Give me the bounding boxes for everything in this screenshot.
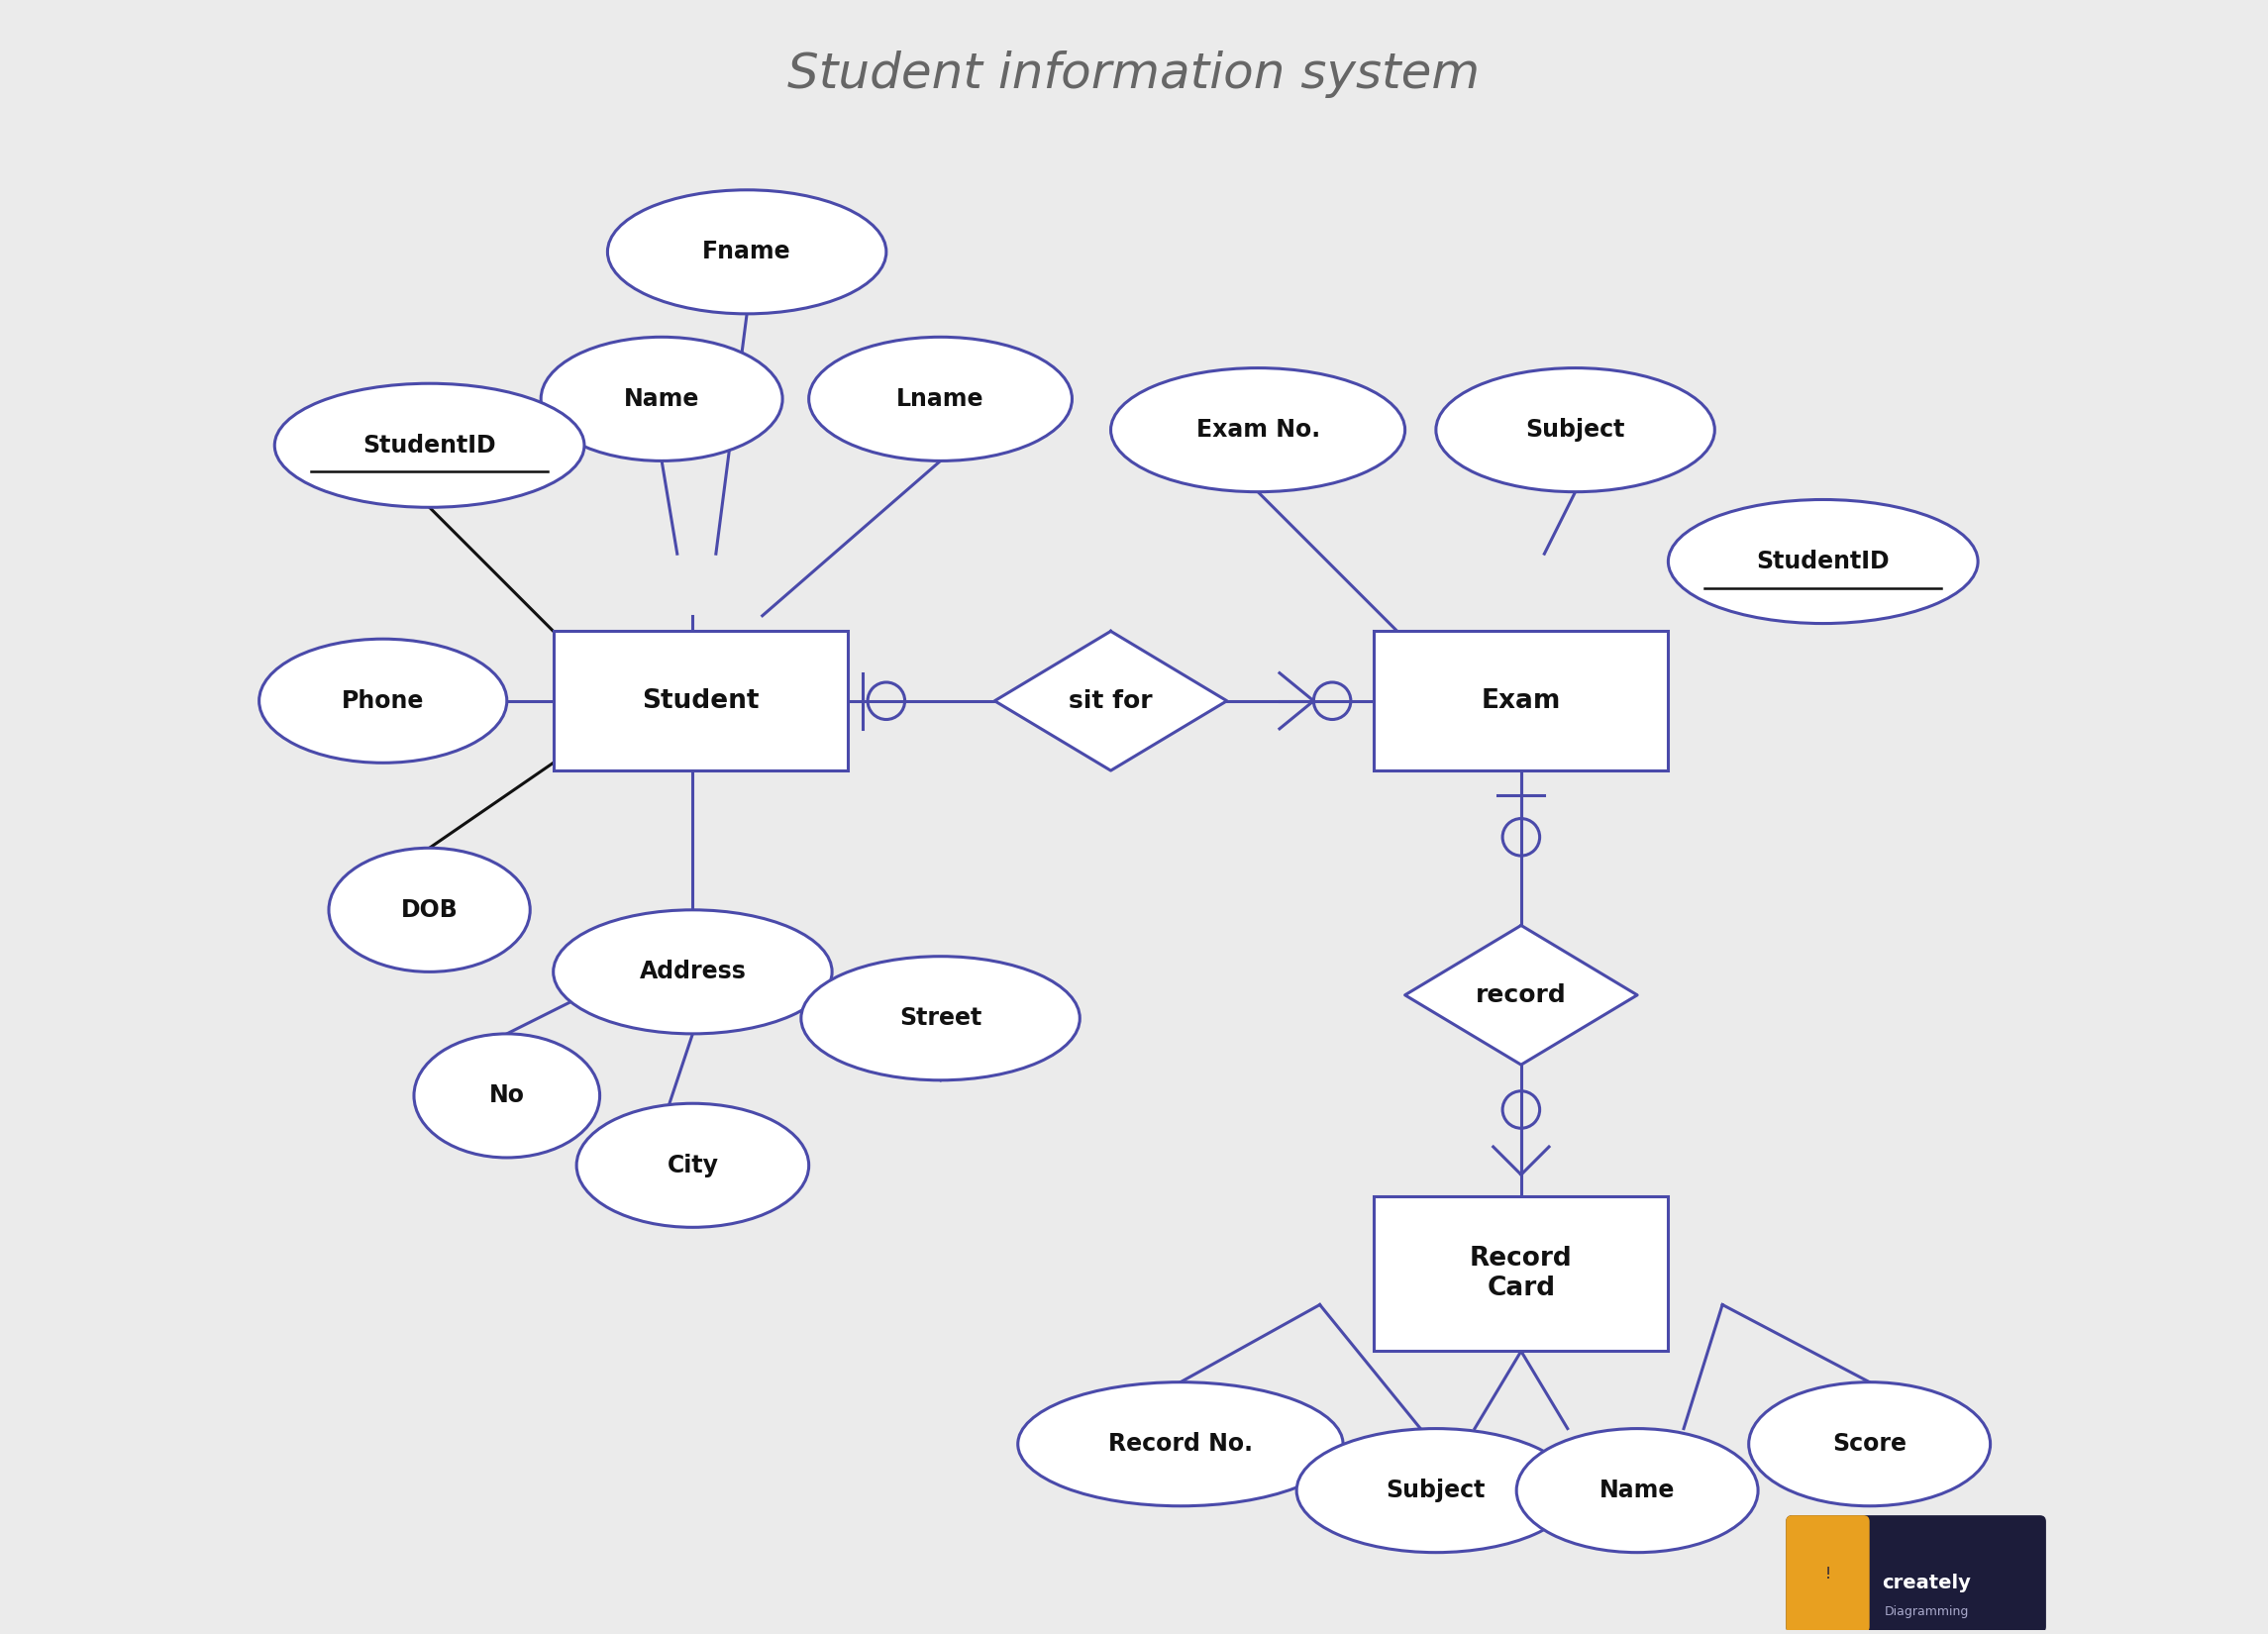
Text: sit for: sit for bbox=[1068, 690, 1152, 712]
Text: Exam: Exam bbox=[1481, 688, 1560, 714]
Text: !: ! bbox=[1826, 1567, 1830, 1582]
Ellipse shape bbox=[1297, 1428, 1576, 1552]
Ellipse shape bbox=[1436, 368, 1715, 492]
Ellipse shape bbox=[415, 1034, 599, 1157]
Ellipse shape bbox=[1669, 500, 1978, 624]
Ellipse shape bbox=[1018, 1382, 1343, 1507]
Ellipse shape bbox=[576, 1103, 810, 1227]
Ellipse shape bbox=[274, 384, 585, 507]
Ellipse shape bbox=[542, 337, 782, 461]
Bar bbox=[553, 631, 848, 771]
Text: Score: Score bbox=[1833, 1431, 1907, 1456]
Text: Phone: Phone bbox=[342, 690, 424, 712]
Text: No: No bbox=[490, 1083, 524, 1108]
Ellipse shape bbox=[1111, 368, 1404, 492]
Text: Subject: Subject bbox=[1386, 1479, 1486, 1502]
Text: Fname: Fname bbox=[703, 240, 792, 263]
Text: Subject: Subject bbox=[1526, 418, 1624, 441]
Ellipse shape bbox=[1749, 1382, 1991, 1507]
Text: Record No.: Record No. bbox=[1109, 1431, 1252, 1456]
Text: Name: Name bbox=[1599, 1479, 1676, 1502]
Ellipse shape bbox=[608, 190, 887, 314]
Text: City: City bbox=[667, 1154, 719, 1176]
Text: Lname: Lname bbox=[896, 387, 984, 410]
FancyBboxPatch shape bbox=[1785, 1515, 1869, 1632]
Bar bbox=[1374, 631, 1669, 771]
Ellipse shape bbox=[259, 639, 506, 763]
Polygon shape bbox=[1404, 925, 1637, 1065]
Ellipse shape bbox=[810, 337, 1073, 461]
Text: Name: Name bbox=[624, 387, 699, 410]
FancyBboxPatch shape bbox=[1785, 1515, 2046, 1632]
Polygon shape bbox=[996, 631, 1227, 771]
Text: DOB: DOB bbox=[401, 899, 458, 922]
Ellipse shape bbox=[801, 956, 1080, 1080]
Ellipse shape bbox=[329, 848, 531, 972]
Text: creately: creately bbox=[1882, 1574, 1971, 1593]
Text: Student: Student bbox=[642, 688, 760, 714]
Ellipse shape bbox=[553, 910, 832, 1034]
Bar bbox=[1374, 1196, 1669, 1351]
Text: record: record bbox=[1476, 984, 1567, 1007]
Text: Diagramming: Diagramming bbox=[1885, 1605, 1969, 1618]
Text: StudentID: StudentID bbox=[363, 433, 497, 458]
Text: Record
Card: Record Card bbox=[1470, 1247, 1572, 1302]
Text: StudentID: StudentID bbox=[1755, 549, 1889, 574]
Text: ⬤: ⬤ bbox=[1814, 1562, 1842, 1587]
Text: Address: Address bbox=[640, 959, 746, 984]
Text: Exam No.: Exam No. bbox=[1195, 418, 1320, 441]
Text: Student information system: Student information system bbox=[787, 51, 1481, 98]
Text: Street: Street bbox=[898, 1007, 982, 1029]
Ellipse shape bbox=[1517, 1428, 1758, 1552]
